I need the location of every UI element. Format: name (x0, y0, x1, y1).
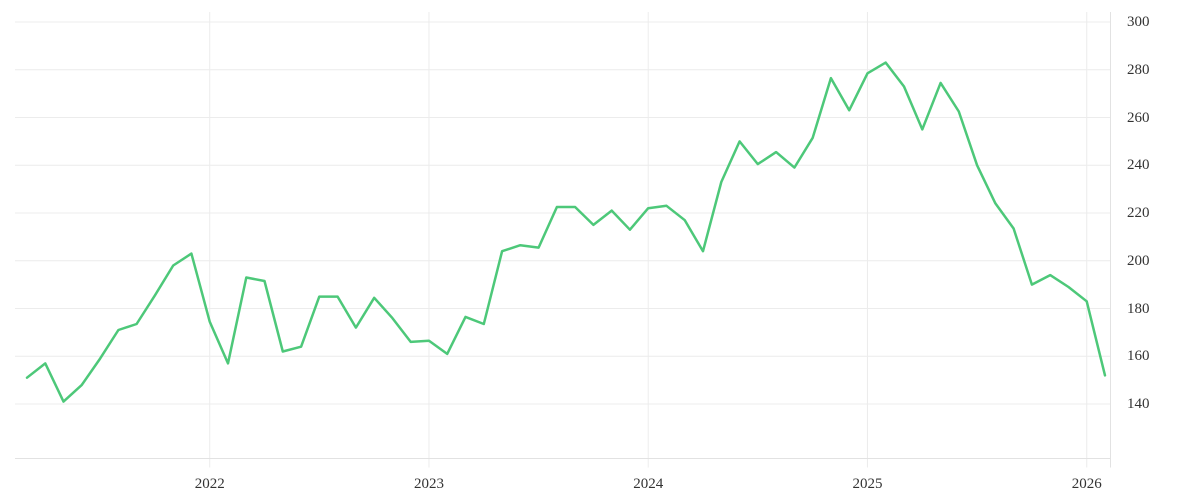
y-axis-tick-label: 200 (1127, 252, 1150, 269)
y-axis-tick-label: 300 (1127, 14, 1150, 30)
y-axis-tick-label: 240 (1127, 157, 1150, 174)
y-axis-tick-label: 280 (1127, 61, 1150, 78)
y-axis-tick-label: 220 (1127, 205, 1150, 221)
x-axis-tick-label: 2022 (194, 476, 225, 492)
price-series-line (25, 61, 1107, 403)
y-axis-tick-label: 180 (1127, 300, 1150, 317)
x-axis-tick-label: 2026 (1071, 476, 1102, 492)
y-axis-tick-label: 260 (1127, 109, 1150, 126)
y-axis-tick-label: 160 (1127, 348, 1150, 365)
x-axis-tick-label: 2024 (633, 476, 664, 492)
y-axis-tick-label: 140 (1127, 396, 1150, 412)
x-axis-tick-label: 2025 (852, 476, 883, 492)
x-axis-tick-label: 2023 (413, 476, 444, 492)
